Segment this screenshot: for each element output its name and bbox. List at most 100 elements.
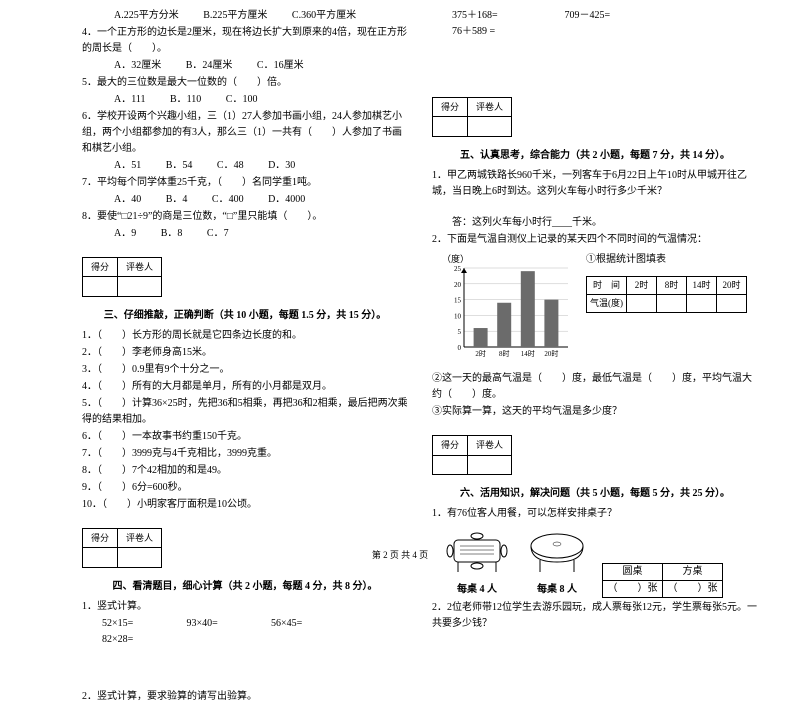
judge-item: 9．（ ）6分=600秒。 xyxy=(82,480,408,496)
opt: B．8 xyxy=(161,226,183,242)
svg-text:8时: 8时 xyxy=(499,349,510,358)
round-desk-block: 每桌 8 人 xyxy=(522,528,592,598)
chart-caption: ①根据统计图填表 xyxy=(586,252,747,268)
opt: B．4 xyxy=(166,192,188,208)
score-label: 得分 xyxy=(83,528,118,547)
judge-item: 4．（ ）所有的大月都是单月，所有的小月都是双月。 xyxy=(82,379,408,395)
judge-item: 3．（ ）0.9里有9个十分之一。 xyxy=(82,362,408,378)
score-label: 得分 xyxy=(433,436,468,455)
score-label: 得分 xyxy=(433,98,468,117)
opt: B.225平方厘米 xyxy=(203,8,267,24)
section3-title: 三、仔细推敲，正确判断（共 10 小题，每题 1.5 分，共 15 分）。 xyxy=(82,308,408,324)
rs-head: 圆桌 xyxy=(603,563,663,580)
svg-text:10: 10 xyxy=(454,313,462,321)
svg-text:20时: 20时 xyxy=(544,349,558,358)
tt-cell: 2时 xyxy=(627,276,657,294)
opt: C.360平方厘米 xyxy=(292,8,356,24)
grader-label: 评卷人 xyxy=(468,98,512,117)
page-footer: 第 2 页 共 4 页 xyxy=(0,548,800,561)
opt: B．54 xyxy=(166,158,193,174)
chart-area: （度） 25201510502时8时14时20时 ①根据统计图填表 时 间 2时… xyxy=(442,252,758,367)
svg-text:0: 0 xyxy=(458,344,462,352)
q6-text: 6．学校开设两个兴趣小组，三（1）27人参加书画小组，24人参加棋艺小组，两个小… xyxy=(82,109,408,157)
calc-item: 56×45= xyxy=(271,616,353,632)
q52b: ②这一天的最高气温是（ ）度，最低气温是（ ）度，平均气温大约（ ）度。 xyxy=(432,371,758,403)
rs-cell: （ ）张 xyxy=(603,580,663,597)
opt: A．9 xyxy=(114,226,136,242)
desk-row: 每桌 4 人 每桌 8 人 圆桌 方桌 （ ）张 xyxy=(442,528,758,598)
right-column: 375＋168= 709－425= 76＋589 = 得分 评卷人 五、认真思考… xyxy=(420,8,770,545)
svg-text:15: 15 xyxy=(454,297,462,305)
tt-cell: 14时 xyxy=(687,276,717,294)
opt: B．110 xyxy=(170,92,201,108)
bar-chart: （度） 25201510502时8时14时20时 xyxy=(442,252,572,367)
opt: D．4000 xyxy=(268,192,305,208)
q52-text: 2．下面是气温自测仪上记录的某天四个不同时间的气温情况： xyxy=(432,232,758,248)
q4-text: 4．一个正方形的边长是2厘米，现在将边长扩大到原来的4倍，现在正方形的周长是（ … xyxy=(82,25,408,57)
calc1-items: 52×15= 93×40= 56×45= 82×28= xyxy=(82,616,408,648)
judge-item: 5．（ ）计算36×25时，先把36和5相乘，再把36和2相乘，最后把两次乘得的… xyxy=(82,396,408,428)
opt: A．40 xyxy=(114,192,141,208)
q5-options: A．111 B．110 C．100 xyxy=(82,92,408,108)
opt: A.225平方分米 xyxy=(114,8,179,24)
opt: A．51 xyxy=(114,158,141,174)
score-box-6: 得分 评卷人 xyxy=(432,435,512,475)
calc-item: 375＋168= xyxy=(452,8,562,24)
svg-text:20: 20 xyxy=(454,281,462,289)
judge-item: 8．（ ）7个42相加的和是49。 xyxy=(82,463,408,479)
judge-item: 6．（ ）一本故事书约重150千克。 xyxy=(82,429,408,445)
section6-title: 六、活用知识，解决问题（共 5 小题，每题 5 分，共 25 分）。 xyxy=(432,486,758,502)
tt-cell: 20时 xyxy=(717,276,747,294)
calc-item: 76＋589 = xyxy=(452,24,534,40)
opt: C．400 xyxy=(212,192,244,208)
q61-text: 1．有76位客人用餐，可以怎样安排桌子？ xyxy=(432,506,758,522)
top-calc-row: 375＋168= 709－425= 76＋589 = xyxy=(432,8,758,40)
rs-cell: （ ）张 xyxy=(663,580,723,597)
opt: C．48 xyxy=(217,158,244,174)
calc2-label: 2．竖式计算，要求验算的请写出验算。 xyxy=(82,689,408,705)
chart-right-block: ①根据统计图填表 时 间 2时 8时 14时 20时 气温(度) xyxy=(586,252,747,313)
temp-table: 时 间 2时 8时 14时 20时 气温(度) xyxy=(586,276,747,313)
square-desk-block: 每桌 4 人 xyxy=(442,528,512,598)
q7-text: 7．平均每个同学体重25千克，（ ）名同学重1吨。 xyxy=(82,175,408,191)
tt-cell: 时 间 xyxy=(587,276,627,294)
desk-left-label: 每桌 4 人 xyxy=(442,582,512,598)
grader-label: 评卷人 xyxy=(118,258,162,277)
section5-title: 五、认真思考，综合能力（共 2 小题，每题 7 分，共 14 分）。 xyxy=(432,148,758,164)
judge-item: 7．（ ）3999克与4千克相比，3999克重。 xyxy=(82,446,408,462)
q7-options: A．40 B．4 C．400 D．4000 xyxy=(82,192,408,208)
grader-label: 评卷人 xyxy=(118,528,162,547)
q8-options: A．9 B．8 C．7 xyxy=(82,226,408,242)
calc-item: 82×28= xyxy=(102,632,184,648)
opt: C．16厘米 xyxy=(257,58,304,74)
calc-item: 52×15= xyxy=(102,616,184,632)
desk-right-label: 每桌 8 人 xyxy=(522,582,592,598)
judge-item: 10．（ ）小明家客厅面积是10公顷。 xyxy=(82,497,408,513)
q4-options: A．32厘米 B．24厘米 C．16厘米 xyxy=(82,58,408,74)
desk-count-table: 圆桌 方桌 （ ）张 （ ）张 xyxy=(602,563,723,598)
grader-label: 评卷人 xyxy=(468,436,512,455)
left-column: A.225平方分米 B.225平方厘米 C.360平方厘米 4．一个正方形的边长… xyxy=(70,8,420,545)
judge-item: 1．（ ）长方形的周长就是它四条边长度的和。 xyxy=(82,328,408,344)
calc-item: 709－425= xyxy=(565,8,675,24)
svg-text:14时: 14时 xyxy=(521,349,535,358)
q51-answer: 答：这列火车每小时行____千米。 xyxy=(432,215,758,231)
score-label: 得分 xyxy=(83,258,118,277)
svg-text:5: 5 xyxy=(458,328,462,336)
rs-head: 方桌 xyxy=(663,563,723,580)
section4-title: 四、看清题目，细心计算（共 2 小题，每题 4 分，共 8 分）。 xyxy=(82,579,408,595)
opt: B．24厘米 xyxy=(186,58,233,74)
judge-item: 2．（ ）李老师身高15米。 xyxy=(82,345,408,361)
svg-text:25: 25 xyxy=(454,266,462,273)
opt: A．111 xyxy=(114,92,145,108)
svg-text:2时: 2时 xyxy=(475,349,486,358)
q62-text: 2．2位老师带12位学生去游乐园玩，成人票每张12元，学生票每张5元。一共要多少… xyxy=(432,600,758,632)
q5-text: 5．最大的三位数是最大一位数的（ ）倍。 xyxy=(82,75,408,91)
tt-cell: 8时 xyxy=(657,276,687,294)
q52c: ③实际算一算，这天的平均气温是多少度？ xyxy=(432,404,758,420)
q51-text: 1．甲乙两城铁路长960千米，一列客车于6月22日上午10时从甲城开往乙城，当日… xyxy=(432,168,758,200)
opt: A．32厘米 xyxy=(114,58,161,74)
calc-item: 93×40= xyxy=(187,616,269,632)
q8-text: 8．要使“□21÷9”的商是三位数，“□”里只能填（ ）。 xyxy=(82,209,408,225)
opt: C．100 xyxy=(226,92,258,108)
